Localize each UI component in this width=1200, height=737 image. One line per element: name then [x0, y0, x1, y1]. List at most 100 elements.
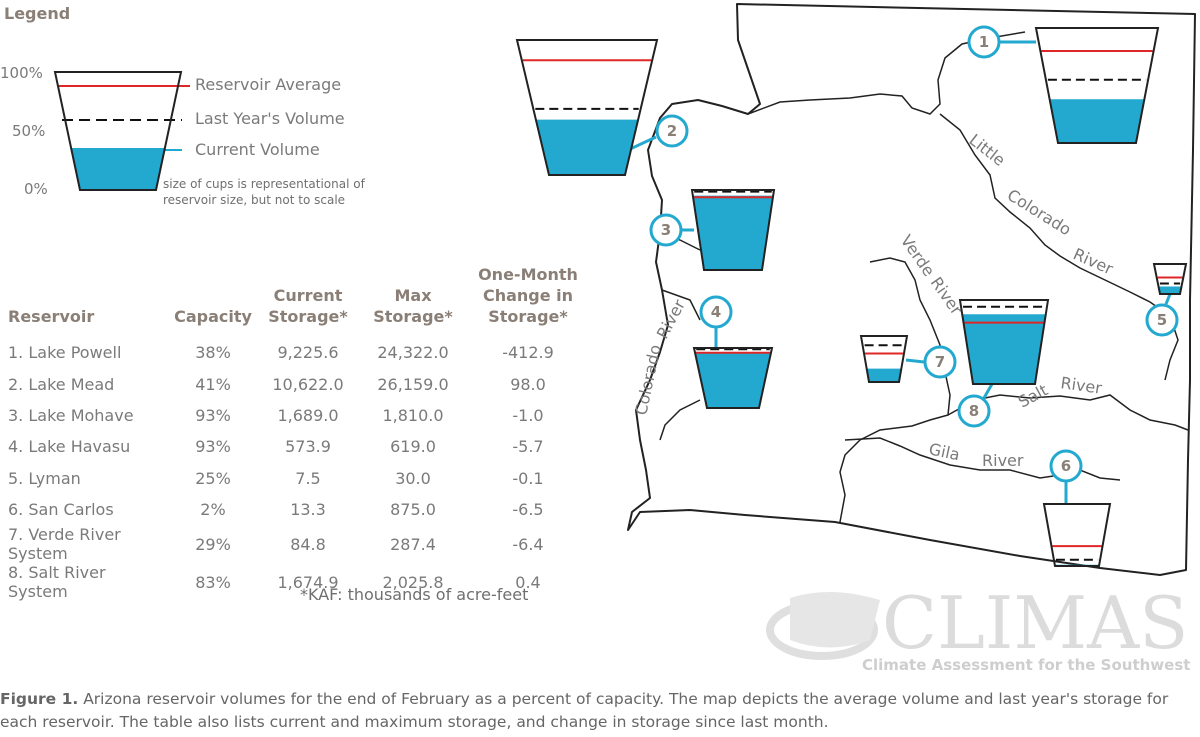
- cell-current: 84.8: [290, 534, 326, 554]
- cell-current: 1,689.0: [277, 405, 339, 425]
- reservoir-cup-8: 8: [957, 299, 1050, 428]
- cell-capacity: 93%: [195, 437, 231, 457]
- header-change-line2: Change in: [482, 286, 574, 305]
- legend-title: Legend: [4, 4, 71, 23]
- number-badge: [1049, 449, 1083, 483]
- cup-connector: [982, 383, 994, 399]
- number-badge: [967, 25, 1001, 59]
- cell-current: 573.9: [285, 437, 331, 457]
- cup-water-fill: [535, 119, 639, 175]
- legend-last-year-label: Last Year's Volume: [195, 109, 345, 128]
- header-current: Current Storage*: [258, 264, 358, 337]
- legend-note-line2: reservoir size, but not to scale: [163, 193, 346, 207]
- number-badge: [1145, 303, 1179, 337]
- river-label-salt: Salt: [1015, 380, 1051, 411]
- figure-caption: Figure 1. Arizona reservoir volumes for …: [0, 688, 1195, 734]
- number-badge-label: 7: [935, 353, 945, 371]
- number-badge-label: 4: [711, 303, 721, 321]
- county-line: [659, 399, 701, 441]
- river-label-colorado-river: River: [653, 296, 689, 342]
- legend-axis-50: 50%: [12, 122, 46, 140]
- river-label-little-colorado: Colorado: [1004, 185, 1075, 239]
- header-max-line1: Max: [394, 286, 432, 305]
- cell-change: -6.4: [512, 534, 544, 554]
- cell-change: -0.1: [512, 468, 544, 488]
- county-line: [661, 289, 701, 321]
- number-badge-label: 6: [1061, 457, 1071, 475]
- river-label-colorado: Colorado: [631, 343, 664, 417]
- cell-max: 619.0: [390, 437, 436, 457]
- cell-current: 13.3: [290, 500, 326, 520]
- cell-change: 98.0: [510, 374, 546, 394]
- number-badge-label: 2: [667, 122, 677, 140]
- number-badge: [957, 394, 991, 428]
- cell-capacity: 25%: [195, 468, 231, 488]
- cup-water-fill: [692, 195, 774, 270]
- cell-change: -412.9: [502, 343, 554, 363]
- cell-capacity: 83%: [195, 572, 231, 592]
- cup-water-fill: [1158, 286, 1182, 294]
- table-row: 8. Salt River System 83% 1,674.9 2,025.8 0.4: [2, 563, 588, 601]
- cell-capacity: 41%: [195, 374, 231, 394]
- cup-outline: [1042, 503, 1112, 567]
- number-badge: [699, 295, 733, 329]
- cup-outline: [1152, 263, 1188, 295]
- cell-max: 287.4: [390, 534, 436, 554]
- cell-reservoir: 2. Lake Mead: [8, 374, 115, 394]
- cup-water-fill: [694, 352, 772, 408]
- reservoir-cup-7: 7: [859, 335, 957, 383]
- reservoir-cups: 1 2 3 4 5 6 7 8: [515, 25, 1188, 567]
- caption-bold: Figure 1.: [0, 690, 79, 708]
- header-change-line3: Storage*: [488, 307, 568, 326]
- river-label-gila: Gila: [927, 439, 961, 464]
- cup-outline: [692, 347, 774, 409]
- logo-subtitle: Climate Assessment for the Southwest: [862, 656, 1190, 674]
- cell-max: 30.0: [395, 468, 431, 488]
- reservoir-cup-2: 2: [515, 39, 689, 176]
- header-change: One-Month Change in Storage*: [468, 264, 588, 337]
- cell-change: -5.7: [512, 437, 544, 457]
- number-badge-label: 5: [1157, 311, 1167, 329]
- cell-max: 1,810.0: [382, 405, 444, 425]
- arizona-outline: [627, 3, 1196, 576]
- reservoir-cup-3: 3: [649, 189, 776, 271]
- logo-swirl-tail: [790, 591, 880, 648]
- cell-current: 10,622.0: [272, 374, 344, 394]
- cell-reservoir: 5. Lyman: [8, 468, 81, 488]
- table-row: 5. Lyman 25% 7.5 30.0 -0.1: [2, 463, 588, 494]
- number-badge-label: 3: [661, 221, 671, 239]
- cell-change: 0.4: [515, 572, 541, 592]
- cell-current: 7.5: [295, 468, 321, 488]
- river-label-verde-river: River: [927, 273, 967, 318]
- river-label-little-river: River: [1070, 244, 1116, 278]
- county-line: [844, 437, 1121, 481]
- river-label-gila-river: River: [982, 451, 1024, 470]
- caption-line1: Figure 1. Arizona reservoir volumes for …: [0, 688, 1195, 711]
- header-current-line1: Current: [273, 286, 343, 305]
- cell-reservoir: 3. Lake Mohave: [8, 405, 134, 425]
- cell-reservoir: 8. Salt River System: [8, 563, 106, 602]
- table-row: 2. Lake Mead 41% 10,622.0 26,159.0 98.0: [2, 368, 588, 399]
- cell-max: 24,322.0: [377, 343, 449, 363]
- cell-max: 2,025.8: [382, 572, 444, 592]
- table-row: 1. Lake Powell 38% 9,225.6 24,322.0 -412.9: [2, 337, 588, 368]
- cell-reservoir: 7. Verde River System: [8, 525, 121, 564]
- cell-capacity: 29%: [195, 534, 231, 554]
- cup-water-fill: [962, 314, 1046, 384]
- cell-current: 1,674.9: [277, 572, 339, 592]
- header-change-line1: One-Month: [478, 265, 578, 284]
- legend-note: size of cups is representational of rese…: [163, 176, 383, 208]
- county-line: [947, 394, 1189, 431]
- county-line: [839, 257, 951, 523]
- legend-current-label: Current Volume: [195, 140, 320, 159]
- cell-capacity: 38%: [195, 343, 231, 363]
- cell-capacity: 2%: [200, 500, 226, 520]
- cell-max: 875.0: [390, 500, 436, 520]
- reservoir-table: Reservoir Capacity Current Storage* Max …: [2, 264, 588, 601]
- cup-connector: [1164, 293, 1172, 305]
- header-current-line2: Storage*: [268, 307, 348, 326]
- cell-change: -1.0: [512, 405, 544, 425]
- cup-connector: [905, 358, 925, 364]
- cup-outline: [690, 189, 776, 271]
